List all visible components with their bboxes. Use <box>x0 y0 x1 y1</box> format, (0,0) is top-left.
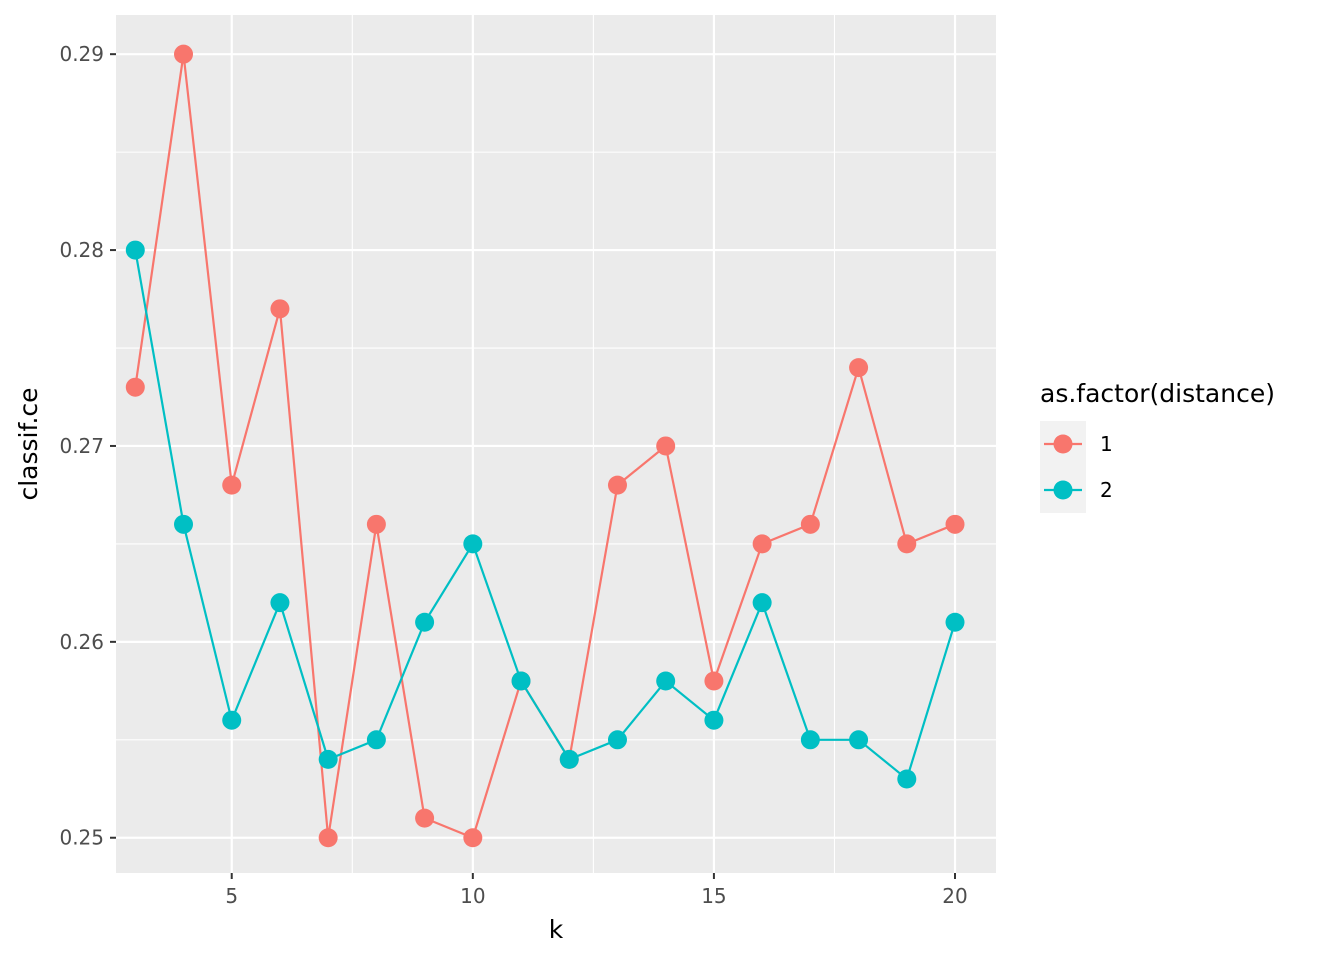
data-point <box>222 475 242 495</box>
legend-title: as.factor(distance) <box>1040 379 1275 408</box>
data-point <box>945 612 965 632</box>
series-2 <box>125 240 965 789</box>
data-point <box>897 769 917 789</box>
y-tick-label: 0.26 <box>59 630 104 654</box>
data-point <box>656 671 676 691</box>
legend-key-point <box>1053 480 1073 500</box>
data-point <box>270 299 290 319</box>
x-tick-label: 10 <box>460 884 485 908</box>
legend: as.factor(distance) 12 <box>1040 379 1275 513</box>
data-point <box>800 514 820 534</box>
data-point <box>800 730 820 750</box>
legend-key-point <box>1053 434 1073 454</box>
y-tick-label: 0.27 <box>59 434 104 458</box>
data-point <box>945 514 965 534</box>
data-point <box>366 730 386 750</box>
data-point <box>656 436 676 456</box>
data-point <box>704 710 724 730</box>
x-axis-title: k <box>549 915 564 944</box>
data-point <box>366 514 386 534</box>
y-tick-label: 0.29 <box>59 42 104 66</box>
y-tick-label: 0.25 <box>59 826 104 850</box>
legend-label: 2 <box>1100 478 1113 502</box>
data-point <box>318 749 338 769</box>
data-point <box>463 828 483 848</box>
data-point <box>270 593 290 613</box>
y-axis-title: classif.ce <box>14 387 43 500</box>
series-layer <box>125 44 965 848</box>
data-point <box>559 749 579 769</box>
legend-item-1: 1 <box>1040 421 1113 467</box>
x-tick-label: 5 <box>225 884 238 908</box>
data-point <box>318 828 338 848</box>
legend-item-2: 2 <box>1040 467 1113 513</box>
data-point <box>752 593 772 613</box>
data-point <box>752 534 772 554</box>
data-point <box>125 377 145 397</box>
data-point <box>849 358 869 378</box>
data-point <box>704 671 724 691</box>
panel-background <box>116 15 996 873</box>
data-point <box>222 710 242 730</box>
data-point <box>174 44 194 64</box>
legend-label: 1 <box>1100 432 1113 456</box>
data-point <box>607 475 627 495</box>
data-point <box>415 808 435 828</box>
legend-keys: 12 <box>1040 421 1113 513</box>
data-point <box>174 514 194 534</box>
data-point <box>849 730 869 750</box>
data-point <box>897 534 917 554</box>
data-point <box>125 240 145 260</box>
data-point <box>511 671 531 691</box>
axes: 5 10 15 20 0.25 0.26 0.27 0.28 0.29 <box>59 42 967 908</box>
x-tick-label: 20 <box>942 884 967 908</box>
x-tick-label: 15 <box>701 884 726 908</box>
data-point <box>463 534 483 554</box>
data-point <box>415 612 435 632</box>
y-tick-label: 0.28 <box>59 238 104 262</box>
data-point <box>607 730 627 750</box>
grid-major <box>116 15 996 873</box>
